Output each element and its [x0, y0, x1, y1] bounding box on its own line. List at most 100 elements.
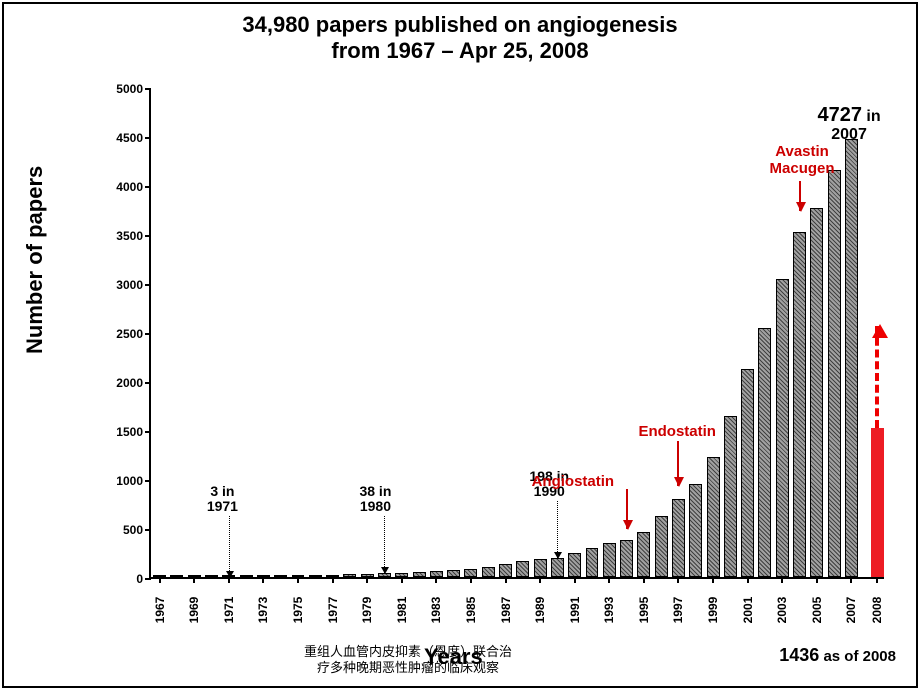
bar	[534, 559, 547, 577]
ytick-label: 5000	[109, 82, 143, 96]
xtick-label: 1975	[291, 595, 305, 625]
xtick-mark	[876, 577, 878, 583]
bar	[274, 575, 287, 577]
ytick-mark	[145, 529, 151, 531]
ytick-mark	[145, 480, 151, 482]
xtick-label: 1983	[429, 595, 443, 625]
annotation-1980: 38 in1980	[359, 484, 391, 515]
callout-arrow	[557, 501, 558, 558]
ytick-mark	[145, 186, 151, 188]
xtick-label: 1997	[671, 595, 685, 625]
ytick-label: 500	[109, 523, 143, 537]
xtick-label: 2008	[870, 595, 884, 625]
ytick-label: 2500	[109, 327, 143, 341]
bar	[724, 416, 737, 577]
bar	[689, 484, 702, 577]
ytick-mark	[145, 382, 151, 384]
annotation-angiostatin: Angiostatin	[532, 474, 615, 491]
xtick-label: 1985	[464, 595, 478, 625]
bar	[413, 572, 426, 577]
ytick-mark	[145, 333, 151, 335]
xtick-label: 1973	[256, 595, 270, 625]
annotation-avastin-macugen: AvastinMacugen	[770, 144, 835, 177]
xtick-mark	[712, 577, 714, 583]
bar	[205, 575, 218, 577]
xtick-mark	[262, 577, 264, 583]
ytick-label: 3500	[109, 229, 143, 243]
xtick-mark	[850, 577, 852, 583]
ytick-mark	[145, 284, 151, 286]
xtick-label: 1989	[533, 595, 547, 625]
footer-chinese-text: 重组人血管内皮抑素（恩度）联合治 疗多种晚期恶性肿瘤的临床观察	[304, 644, 512, 675]
bar	[516, 561, 529, 577]
annotation-peak-2007: 4727 in 2007	[814, 104, 884, 144]
xtick-mark	[643, 577, 645, 583]
xtick-label: 1995	[637, 595, 651, 625]
slide-frame: 34,980 papers published on angiogenesis …	[2, 2, 918, 688]
ytick-label: 4000	[109, 180, 143, 194]
xtick-mark	[677, 577, 679, 583]
ytick-label: 0	[109, 572, 143, 586]
bar	[793, 232, 806, 577]
bar	[810, 208, 823, 577]
bar	[586, 548, 599, 577]
bar	[637, 532, 650, 577]
bar	[707, 457, 720, 577]
xtick-mark	[193, 577, 195, 583]
xtick-mark	[297, 577, 299, 583]
xtick-mark	[332, 577, 334, 583]
ytick-label: 3000	[109, 278, 143, 292]
xtick-label: 1987	[499, 595, 513, 625]
xtick-mark	[574, 577, 576, 583]
xtick-label: 1979	[360, 595, 374, 625]
annotation-1971: 3 in1971	[207, 484, 238, 515]
callout-arrow-red	[626, 489, 628, 529]
bar	[447, 570, 460, 577]
bar	[758, 328, 771, 577]
bar	[845, 139, 858, 577]
title-line2: from 1967 – Apr 25, 2008	[331, 38, 588, 63]
bar	[499, 564, 512, 577]
ytick-mark	[145, 235, 151, 237]
bar	[603, 543, 616, 577]
plot-area: 0500100015002000250030003500400045005000…	[149, 89, 884, 579]
xtick-mark	[470, 577, 472, 583]
annotation-endostatin: Endostatin	[638, 424, 716, 441]
ytick-label: 1500	[109, 425, 143, 439]
chart-area: 0500100015002000250030003500400045005000…	[94, 89, 884, 619]
bar	[655, 516, 668, 577]
xtick-mark	[435, 577, 437, 583]
bar	[776, 279, 789, 577]
bar	[568, 553, 581, 578]
bar	[343, 574, 356, 577]
ytick-mark	[145, 137, 151, 139]
callout-arrow	[229, 516, 230, 577]
xtick-mark	[781, 577, 783, 583]
xtick-label: 1981	[395, 595, 409, 625]
xtick-label: 2001	[741, 595, 755, 625]
bar	[464, 569, 477, 577]
callout-arrow-red	[677, 441, 679, 486]
bar	[828, 170, 841, 577]
xtick-mark	[366, 577, 368, 583]
xtick-label: 1977	[326, 595, 340, 625]
bar	[482, 567, 495, 577]
xtick-mark	[608, 577, 610, 583]
bar	[741, 369, 754, 577]
bar	[672, 499, 685, 577]
xtick-label: 1971	[222, 595, 236, 625]
xtick-mark	[816, 577, 818, 583]
callout-arrow-red	[799, 181, 801, 211]
bar	[240, 575, 253, 577]
xtick-label: 2005	[810, 595, 824, 625]
xtick-label: 2003	[775, 595, 789, 625]
xtick-mark	[505, 577, 507, 583]
y-axis-label: Number of papers	[22, 166, 48, 354]
xtick-mark	[747, 577, 749, 583]
xtick-label: 2007	[844, 595, 858, 625]
ytick-label: 4500	[109, 131, 143, 145]
bar	[551, 558, 564, 577]
bar-2008-partial	[871, 428, 884, 577]
xtick-label: 1999	[706, 595, 720, 625]
ytick-mark	[145, 431, 151, 433]
